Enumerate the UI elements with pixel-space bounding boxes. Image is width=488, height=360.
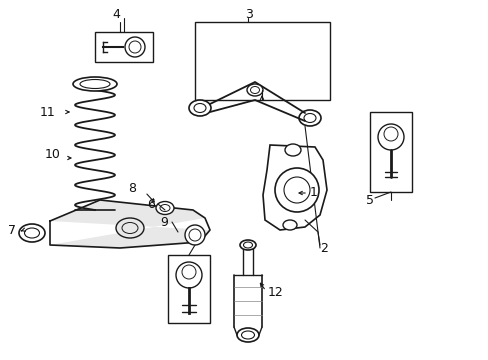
Ellipse shape — [250, 86, 259, 94]
Circle shape — [184, 225, 204, 245]
Ellipse shape — [189, 100, 210, 116]
Ellipse shape — [24, 228, 40, 238]
Ellipse shape — [160, 204, 170, 211]
Ellipse shape — [298, 110, 320, 126]
Text: 8: 8 — [128, 183, 136, 195]
Bar — [369, 112, 411, 192]
Text: 10: 10 — [45, 148, 61, 162]
Circle shape — [189, 229, 201, 241]
Text: 6: 6 — [147, 198, 155, 211]
Text: 12: 12 — [267, 287, 283, 300]
Text: 9: 9 — [160, 216, 167, 229]
Circle shape — [176, 262, 202, 288]
Ellipse shape — [285, 144, 301, 156]
Bar — [195, 22, 329, 100]
Ellipse shape — [73, 77, 117, 91]
Text: 1: 1 — [309, 186, 317, 199]
Ellipse shape — [243, 242, 252, 248]
Ellipse shape — [304, 113, 315, 122]
Ellipse shape — [246, 84, 263, 96]
Text: 11: 11 — [40, 105, 56, 118]
Circle shape — [377, 124, 403, 150]
Circle shape — [182, 265, 196, 279]
Polygon shape — [50, 200, 209, 248]
Circle shape — [125, 37, 145, 57]
Bar — [168, 255, 209, 323]
Text: 7: 7 — [8, 224, 16, 237]
Ellipse shape — [283, 220, 296, 230]
Circle shape — [274, 168, 318, 212]
Bar — [95, 32, 153, 62]
Circle shape — [284, 177, 309, 203]
Ellipse shape — [240, 240, 256, 250]
Ellipse shape — [116, 218, 143, 238]
Ellipse shape — [19, 224, 45, 242]
Circle shape — [383, 127, 397, 141]
Ellipse shape — [80, 80, 110, 89]
Circle shape — [129, 41, 141, 53]
Ellipse shape — [194, 104, 205, 112]
Ellipse shape — [241, 331, 254, 339]
Ellipse shape — [122, 222, 138, 234]
Text: 4: 4 — [112, 9, 120, 22]
Text: 5: 5 — [365, 194, 373, 207]
Text: 2: 2 — [319, 242, 327, 255]
Ellipse shape — [237, 328, 259, 342]
Ellipse shape — [156, 202, 174, 215]
Text: 3: 3 — [244, 9, 252, 22]
